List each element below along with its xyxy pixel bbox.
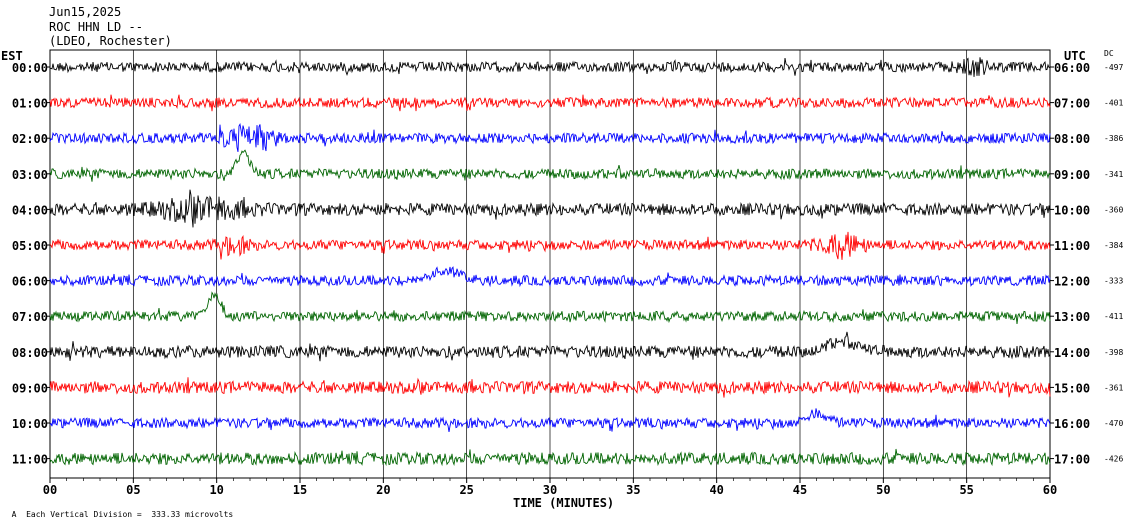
x-tick-label-30: 30 — [543, 483, 557, 497]
utc-label-0700: 07:00 — [1054, 97, 1090, 111]
est-label-0000: 00:00 — [12, 61, 48, 75]
trace-0100 — [49, 94, 1051, 112]
utc-label-0800: 08:00 — [1054, 132, 1090, 146]
header-station: ROC HHN LD -- — [49, 20, 143, 34]
trace-0400 — [49, 189, 1051, 228]
est-label-0200: 02:00 — [12, 132, 48, 146]
trace-1100 — [49, 448, 1051, 467]
dc-value: -361 — [1104, 383, 1123, 392]
utc-label-1700: 17:00 — [1054, 453, 1090, 467]
trace-0200 — [49, 123, 1051, 152]
x-tick-label-60: 60 — [1043, 483, 1057, 497]
dc-value: -384 — [1104, 241, 1123, 250]
trace-0900 — [49, 377, 1051, 398]
x-tick-label-20: 20 — [376, 483, 390, 497]
utc-label-0600: 06:00 — [1054, 61, 1090, 75]
trace-0500 — [49, 231, 1051, 260]
trace-0600 — [49, 266, 1051, 288]
est-label-1100: 11:00 — [12, 453, 48, 467]
dc-value: -411 — [1104, 312, 1123, 321]
x-tick-label-55: 55 — [959, 483, 973, 497]
x-axis-title: TIME (MINUTES) — [513, 496, 615, 510]
trace-0700 — [49, 291, 1051, 324]
dc-value: -470 — [1104, 419, 1123, 428]
header-network: (LDEO, Rochester) — [49, 34, 172, 48]
scale-footer: A Each Vertical Division = 333.33 microv… — [2, 501, 234, 519]
left-axis-title: EST — [1, 49, 23, 63]
dc-value: -333 — [1104, 277, 1123, 286]
dc-value: -401 — [1104, 99, 1123, 108]
utc-label-1100: 11:00 — [1054, 239, 1090, 253]
dc-value: -386 — [1104, 134, 1123, 143]
x-tick-label-50: 50 — [876, 483, 890, 497]
dc-axis-title: DC — [1104, 49, 1114, 58]
est-label-0300: 03:00 — [12, 168, 48, 182]
est-label-0600: 06:00 — [12, 275, 48, 289]
est-label-0700: 07:00 — [12, 310, 48, 324]
utc-label-1400: 14:00 — [1054, 346, 1090, 360]
utc-label-1300: 13:00 — [1054, 310, 1090, 324]
x-tick-label-40: 40 — [709, 483, 723, 497]
trace-0800 — [49, 331, 1051, 362]
est-label-0500: 05:00 — [12, 239, 48, 253]
utc-label-1000: 10:00 — [1054, 203, 1090, 217]
dc-value: -426 — [1104, 455, 1123, 464]
est-label-0100: 01:00 — [12, 97, 48, 111]
utc-label-1600: 16:00 — [1054, 417, 1090, 431]
scale-note: Each Vertical Division = 333.33 microvol… — [26, 510, 234, 519]
est-label-1000: 10:00 — [12, 417, 48, 431]
utc-label-0900: 09:00 — [1054, 168, 1090, 182]
dc-value: -360 — [1104, 205, 1123, 214]
x-tick-label-45: 45 — [793, 483, 807, 497]
dc-value: -341 — [1104, 170, 1123, 179]
dc-value: -497 — [1104, 63, 1123, 72]
x-tick-label-00: 00 — [43, 483, 57, 497]
footer-mark: A — [11, 510, 17, 519]
right-axis-title: UTC — [1064, 49, 1086, 63]
header-date: Jun15,2025 — [49, 5, 122, 19]
trace-0000 — [49, 57, 1051, 77]
est-label-0800: 08:00 — [12, 346, 48, 360]
x-tick-label-15: 15 — [293, 483, 307, 497]
x-tick-label-35: 35 — [626, 483, 640, 497]
utc-label-1500: 15:00 — [1054, 381, 1090, 395]
trace-1000 — [49, 408, 1051, 432]
trace-0300 — [49, 149, 1051, 182]
est-label-0400: 04:00 — [12, 203, 48, 217]
est-label-0900: 09:00 — [12, 381, 48, 395]
dc-value: -398 — [1104, 348, 1123, 357]
x-tick-label-25: 25 — [459, 483, 473, 497]
utc-label-1200: 12:00 — [1054, 275, 1090, 289]
x-tick-label-10: 10 — [209, 483, 223, 497]
x-tick-label-05: 05 — [126, 483, 140, 497]
